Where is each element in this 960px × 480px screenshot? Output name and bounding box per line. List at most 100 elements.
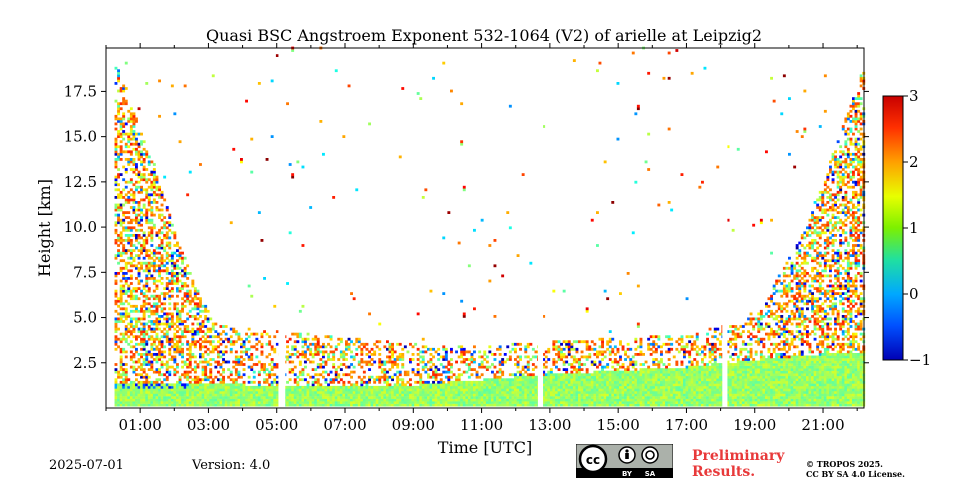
- heatmap-cell: [234, 396, 238, 399]
- heatmap-cell: [626, 383, 630, 387]
- heatmap-cell: [598, 398, 602, 402]
- heatmap-cell: [403, 393, 407, 397]
- heatmap-cell: [593, 388, 597, 392]
- heatmap-cell: [129, 117, 133, 121]
- heatmap-cell: [444, 388, 448, 392]
- heatmap-cell: [152, 370, 156, 374]
- heatmap-cell: [580, 373, 584, 377]
- heatmap-cell: [122, 97, 126, 100]
- heatmap-cell: [237, 373, 241, 377]
- heatmap-cell: [232, 365, 236, 369]
- heatmap-cell: [158, 264, 161, 268]
- heatmap-cell: [675, 373, 679, 377]
- heatmap-cell: [383, 363, 387, 366]
- heatmap-cell: [114, 221, 118, 225]
- heatmap-cell: [147, 198, 151, 202]
- heatmap-cell: [498, 378, 502, 382]
- heatmap-cell: [140, 216, 143, 219]
- heatmap-cell: [291, 368, 295, 371]
- heatmap-cell: [119, 284, 123, 288]
- heatmap-cell: [439, 393, 443, 397]
- heatmap-cell: [135, 188, 138, 192]
- heatmap-cell: [176, 277, 179, 280]
- heatmap-cell: [209, 393, 213, 397]
- heatmap-cell: [391, 350, 394, 354]
- heatmap-cell: [621, 391, 625, 394]
- heatmap-cell: [585, 385, 589, 389]
- heatmap-cell: [142, 335, 146, 339]
- heatmap-cell: [619, 385, 622, 389]
- heatmap-cell: [140, 266, 143, 270]
- heatmap-cell: [304, 378, 307, 382]
- heatmap-cell: [542, 375, 546, 379]
- heatmap-cell: [665, 383, 668, 387]
- heatmap-cell: [163, 259, 167, 263]
- heatmap-cell: [526, 345, 530, 349]
- heatmap-cell: [357, 363, 361, 366]
- heatmap-cell: [516, 391, 520, 394]
- heatmap-cell: [639, 393, 643, 397]
- heatmap-cell: [375, 393, 379, 397]
- heatmap-cell: [334, 375, 338, 379]
- heatmap-cell: [583, 373, 587, 377]
- heatmap-cell: [135, 287, 138, 290]
- heatmap-cell: [508, 350, 512, 354]
- heatmap-cell: [680, 373, 684, 377]
- heatmap-cell: [450, 375, 453, 379]
- heatmap-cell: [117, 391, 120, 394]
- heatmap-cell: [478, 403, 482, 407]
- heatmap-cell: [122, 277, 126, 280]
- heatmap-cell: [201, 373, 205, 377]
- heatmap-cell: [240, 160, 243, 164]
- heatmap-cell: [158, 185, 161, 189]
- heatmap-cell: [503, 398, 507, 402]
- heatmap-cell: [132, 330, 136, 333]
- heatmap-cell: [370, 358, 374, 361]
- heatmap-cell: [672, 370, 676, 374]
- heatmap-cell: [150, 226, 154, 230]
- heatmap-cell: [501, 393, 505, 397]
- heatmap-cell: [665, 391, 668, 394]
- heatmap-cell: [442, 236, 446, 240]
- heatmap-cell: [578, 383, 581, 387]
- heatmap-cell: [119, 391, 123, 394]
- heatmap-cell: [636, 375, 640, 379]
- heatmap-cell: [150, 360, 154, 364]
- heatmap-cell: [631, 355, 635, 359]
- heatmap-cell: [444, 353, 448, 356]
- heatmap-cell: [511, 401, 515, 404]
- heatmap-cell: [634, 380, 638, 384]
- heatmap-cell: [127, 403, 131, 407]
- heatmap-cell: [293, 380, 297, 384]
- heatmap-cell: [140, 289, 143, 293]
- heatmap-cell: [132, 147, 136, 151]
- heatmap-cell: [580, 393, 584, 397]
- heatmap-cell: [319, 350, 323, 354]
- heatmap-cell: [483, 403, 487, 407]
- heatmap-cell: [158, 256, 161, 260]
- heatmap-cell: [119, 287, 123, 290]
- heatmap-cell: [124, 403, 128, 407]
- heatmap-cell: [260, 363, 264, 366]
- heatmap-cell: [270, 383, 274, 387]
- heatmap-cell: [660, 375, 663, 379]
- heatmap-cell: [611, 388, 615, 392]
- heatmap-cell: [544, 375, 548, 379]
- heatmap-cell: [409, 396, 412, 399]
- heatmap-cell: [636, 385, 640, 389]
- heatmap-cell: [644, 160, 648, 164]
- heatmap-cell: [117, 175, 120, 179]
- heatmap-cell: [432, 385, 435, 389]
- heatmap-cell: [122, 332, 126, 336]
- heatmap-cell: [619, 391, 622, 394]
- heatmap-cell: [155, 312, 159, 316]
- heatmap-cell: [662, 393, 666, 397]
- heatmap-cell: [275, 365, 279, 369]
- heatmap-cell: [636, 401, 640, 404]
- heatmap-cell: [424, 380, 428, 384]
- heatmap-cell: [511, 388, 515, 392]
- heatmap-cell: [142, 256, 146, 260]
- heatmap-cell: [524, 391, 528, 394]
- heatmap-cell: [606, 370, 610, 374]
- heatmap-cell: [163, 198, 167, 202]
